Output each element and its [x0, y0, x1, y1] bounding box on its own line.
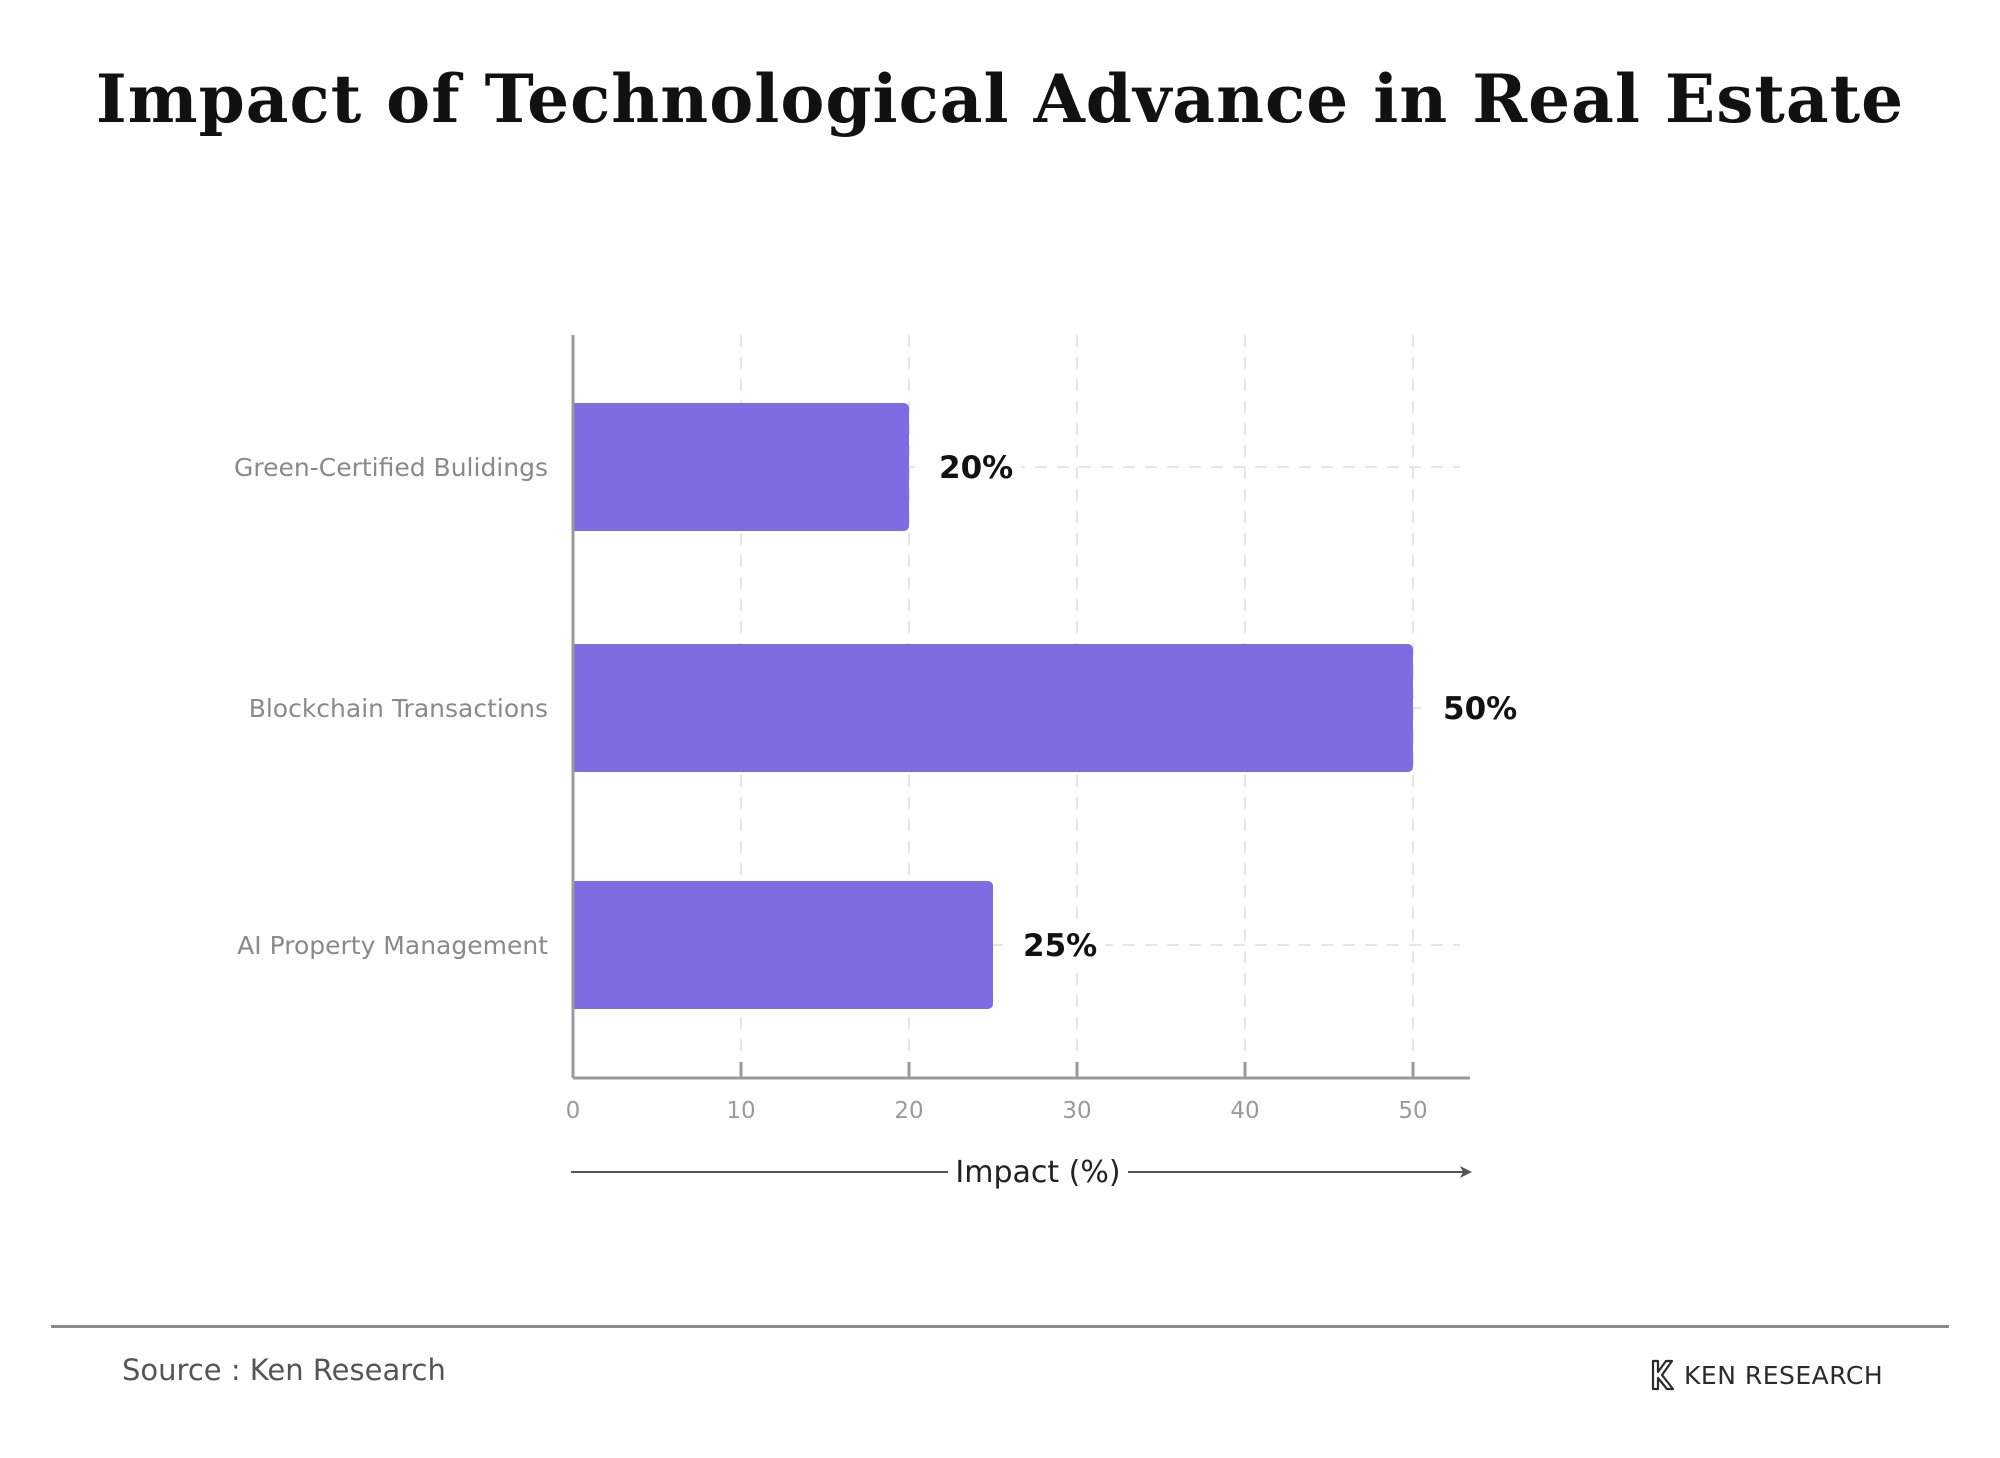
ken-research-logo-icon: [1651, 1359, 1675, 1391]
bar: [573, 881, 993, 1009]
category-label: Green-Certified Bulidings: [234, 453, 548, 482]
axes: [571, 335, 1472, 1178]
labels: 0 10 20 30 40 50 Green-Certified Bulidings Bloc…: [234, 445, 1525, 1190]
bar-edge: [573, 403, 581, 531]
x-tick-label: 30: [1062, 1098, 1091, 1124]
bar: [573, 403, 909, 531]
value-label-bg: [1429, 686, 1525, 730]
bars: [573, 403, 1413, 1009]
brand-name: KEN RESEARCH: [1684, 1360, 1884, 1390]
source-note: Source : Ken Research: [122, 1353, 446, 1387]
category-label: Blockchain Transactions: [249, 694, 548, 723]
x-tick-label: 40: [1230, 1098, 1259, 1124]
bar: [573, 644, 1413, 772]
x-tick-label: 0: [566, 1098, 581, 1124]
category-label: AI Property Management: [237, 931, 548, 960]
brand-logo: KEN RESEARCH: [1650, 1358, 1883, 1392]
x-tick-label: 50: [1398, 1098, 1427, 1124]
footer-divider: [51, 1325, 1949, 1328]
x-axis-title: Impact (%): [955, 1155, 1120, 1190]
chart-title: Impact of Technological Advance in Real …: [95, 60, 1905, 138]
value-label: 25%: [1023, 928, 1097, 964]
value-label-bg: [1009, 923, 1105, 967]
value-label: 20%: [939, 450, 1013, 486]
value-label: 50%: [1443, 691, 1517, 727]
bar-chart: 0 10 20 30 40 50 Green-Certified Bulidings Bloc…: [234, 335, 1525, 1190]
value-label-bg: [925, 445, 1021, 489]
x-tick-label: 20: [894, 1098, 923, 1124]
bar-edge: [573, 881, 581, 1009]
x-tick-label: 10: [726, 1098, 755, 1124]
bar-edge: [573, 644, 581, 772]
